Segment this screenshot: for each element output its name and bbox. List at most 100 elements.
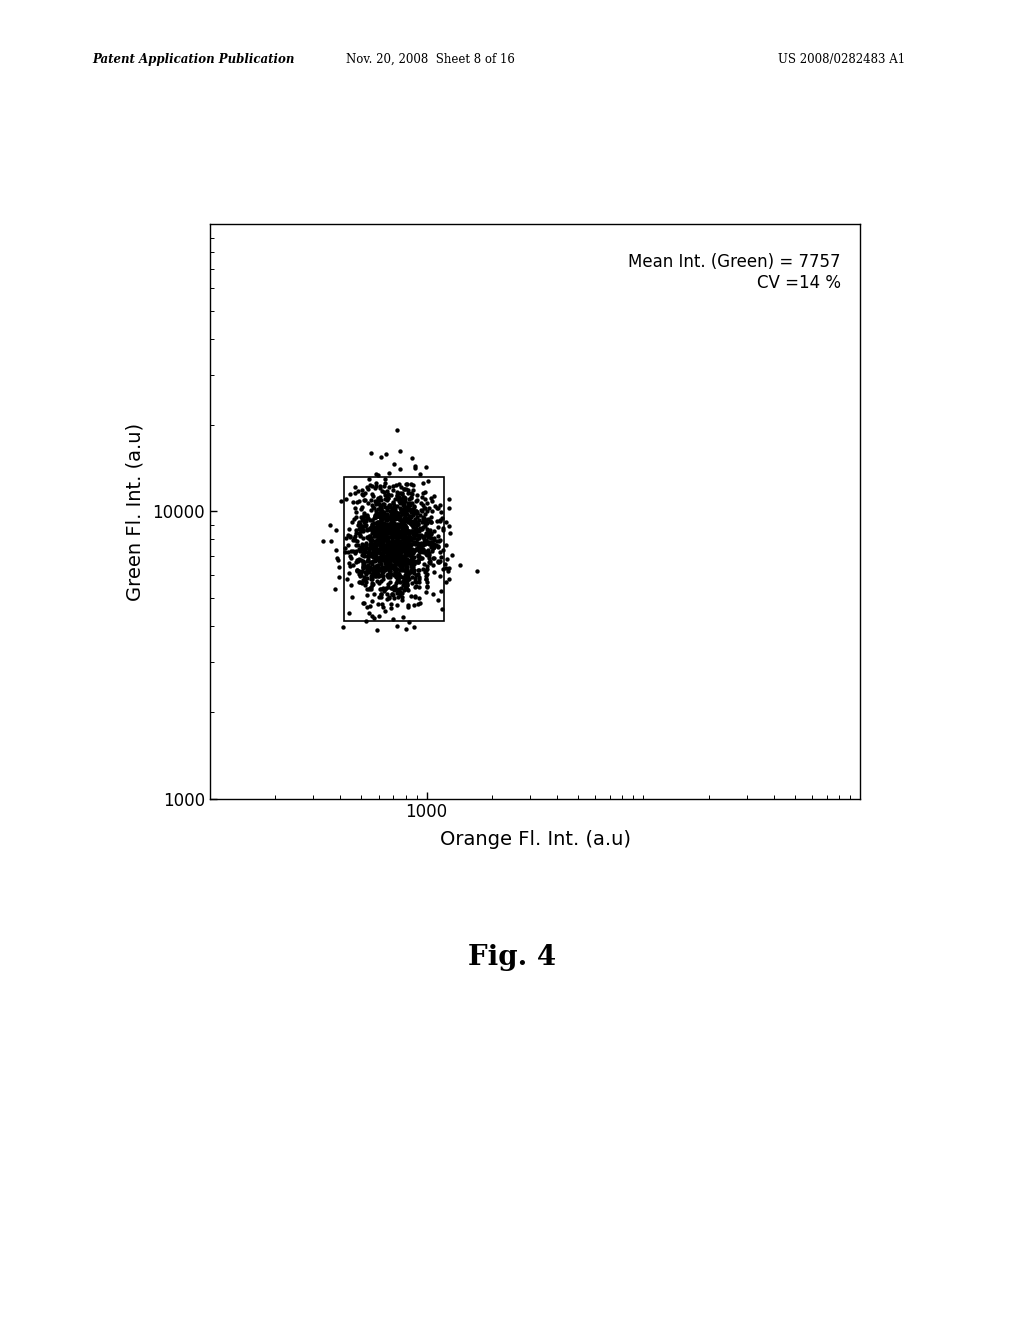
Point	[388, 521, 404, 543]
Point	[412, 541, 428, 562]
Point	[386, 499, 402, 520]
Point	[387, 550, 403, 572]
Point	[328, 519, 344, 540]
Text: Fig. 4: Fig. 4	[468, 944, 556, 970]
Point	[383, 510, 399, 531]
Point	[383, 527, 399, 548]
Point	[350, 572, 367, 593]
Point	[394, 557, 411, 578]
Point	[354, 543, 371, 564]
Point	[393, 488, 410, 510]
Point	[387, 564, 403, 585]
Point	[414, 492, 430, 513]
Point	[392, 549, 409, 570]
Point	[385, 557, 401, 578]
Point	[355, 528, 372, 549]
Point	[399, 548, 416, 569]
Point	[400, 521, 417, 543]
Point	[400, 527, 417, 548]
Point	[381, 546, 397, 568]
Point	[392, 572, 409, 593]
Point	[402, 561, 419, 582]
Point	[393, 525, 410, 546]
Point	[410, 513, 426, 535]
Point	[383, 577, 399, 598]
Point	[351, 491, 368, 512]
Point	[409, 507, 425, 528]
Point	[380, 550, 396, 572]
Point	[418, 532, 434, 553]
Point	[380, 520, 396, 541]
Point	[365, 486, 381, 507]
Point	[428, 498, 444, 519]
Point	[389, 529, 406, 550]
Point	[395, 573, 412, 594]
Point	[398, 552, 415, 573]
X-axis label: Orange Fl. Int. (a.u): Orange Fl. Int. (a.u)	[439, 830, 631, 849]
Point	[425, 583, 441, 605]
Point	[382, 535, 398, 556]
Point	[387, 564, 403, 585]
Point	[380, 552, 396, 573]
Point	[373, 498, 389, 519]
Point	[375, 569, 391, 590]
Point	[371, 532, 387, 553]
Point	[377, 528, 393, 549]
Point	[354, 560, 371, 581]
Point	[380, 548, 396, 569]
Point	[373, 525, 389, 546]
Point	[391, 516, 408, 537]
Point	[399, 565, 416, 586]
Point	[382, 516, 398, 537]
Point	[362, 536, 379, 557]
Point	[361, 578, 378, 599]
Point	[408, 517, 424, 539]
Point	[373, 506, 389, 527]
Point	[367, 556, 383, 577]
Point	[372, 533, 388, 554]
Point	[388, 548, 404, 569]
Point	[384, 548, 400, 569]
Point	[395, 494, 412, 515]
Point	[354, 515, 371, 536]
Point	[370, 488, 386, 510]
Point	[348, 507, 365, 528]
Point	[419, 519, 435, 540]
Point	[392, 546, 409, 568]
Point	[353, 496, 370, 517]
Point	[411, 527, 427, 548]
Point	[387, 564, 403, 585]
Point	[417, 513, 433, 535]
Point	[392, 523, 409, 544]
Point	[425, 537, 441, 558]
Point	[364, 523, 380, 544]
Point	[379, 490, 395, 511]
Point	[425, 537, 441, 558]
Point	[352, 540, 369, 561]
Point	[415, 516, 431, 537]
Point	[398, 520, 415, 541]
Point	[358, 560, 375, 581]
Point	[403, 513, 420, 535]
Point	[387, 508, 403, 529]
Point	[355, 519, 372, 540]
Point	[400, 545, 417, 566]
Point	[402, 492, 419, 513]
Point	[397, 570, 414, 591]
Point	[392, 515, 409, 536]
Point	[417, 511, 433, 532]
Point	[364, 513, 380, 535]
Point	[397, 532, 414, 553]
Point	[378, 545, 394, 566]
Point	[399, 574, 416, 595]
Point	[342, 483, 358, 504]
Point	[391, 486, 408, 507]
Point	[403, 553, 420, 574]
Point	[429, 536, 445, 557]
Point	[344, 491, 360, 512]
Point	[380, 566, 396, 587]
Point	[350, 512, 367, 533]
Point	[385, 499, 401, 520]
Point	[370, 533, 386, 554]
Point	[416, 507, 432, 528]
